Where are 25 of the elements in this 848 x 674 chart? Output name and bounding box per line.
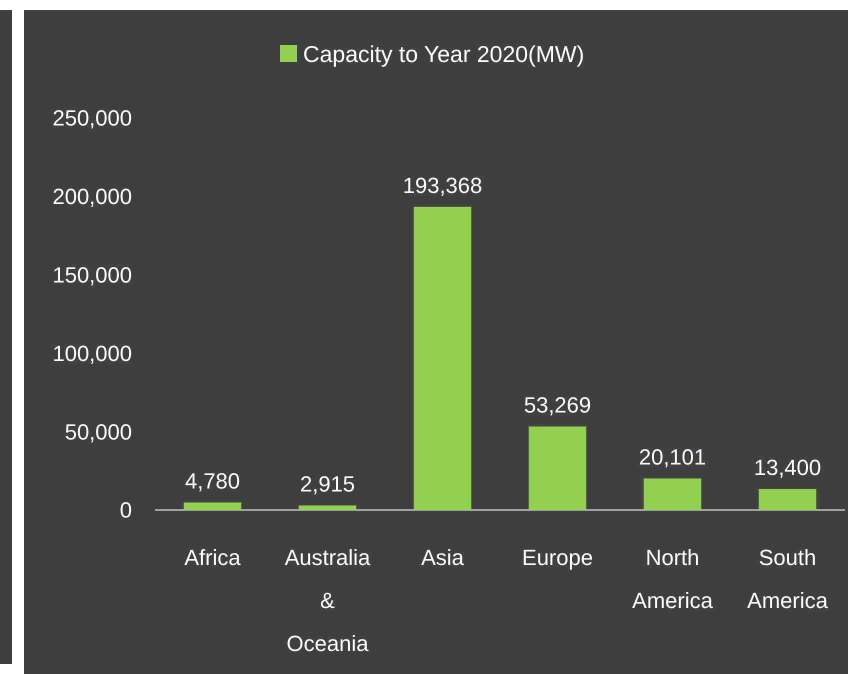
y-tick-label: 150,000 [52, 262, 132, 288]
bar [298, 505, 356, 510]
x-tick-label: Europe [522, 545, 593, 570]
bar [414, 206, 472, 510]
legend-label: Capacity to Year 2020(MW) [303, 41, 584, 67]
data-label: 13,400 [754, 454, 822, 480]
y-tick-label: 50,000 [64, 419, 132, 444]
bar [528, 426, 586, 510]
data-label: 193,368 [402, 172, 482, 198]
data-label: 53,269 [524, 392, 592, 418]
y-tick-label: 250,000 [52, 106, 132, 131]
x-tick-label: South America [747, 545, 829, 613]
data-label: 2,915 [300, 471, 356, 496]
x-tick-label: Asia [421, 545, 465, 570]
bar [644, 478, 702, 510]
x-tick-label: Australia & Oceania [284, 545, 372, 656]
bar [184, 502, 242, 510]
y-tick-label: 0 [120, 498, 132, 523]
data-label: 20,101 [638, 444, 706, 470]
x-tick-label: Africa [184, 545, 242, 570]
y-tick-label: 200,000 [52, 184, 132, 210]
data-label: 4,780 [184, 468, 240, 494]
y-tick-label: 100,000 [52, 340, 132, 366]
x-tick-label: North America [632, 545, 714, 613]
bar [758, 488, 816, 510]
